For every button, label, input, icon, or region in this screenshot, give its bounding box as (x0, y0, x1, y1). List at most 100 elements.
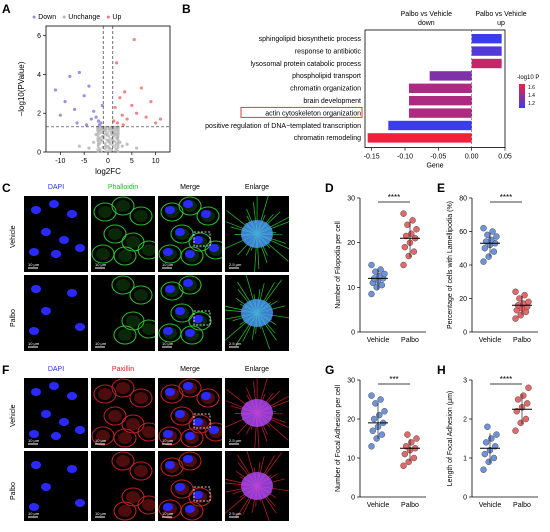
micro-cell-fill (126, 418, 140, 430)
go-legend-tick: 1.6 (528, 85, 535, 91)
micro-cell-fill (116, 200, 130, 212)
micro-nucleus (41, 228, 51, 236)
dotplot-point (513, 289, 519, 295)
micro-column-title: Paxillin (91, 366, 155, 373)
micro-scalebar-label: 10 μm (28, 262, 40, 267)
dotplot-point (484, 424, 490, 430)
micro-nucleus (75, 426, 85, 434)
dotplot-ytick-label: 10 (347, 456, 355, 463)
go-bar (472, 46, 502, 55)
micro-scalebar-label: 2.5 μm (229, 511, 242, 516)
volcano-point (90, 117, 93, 120)
dotplot-point (401, 211, 407, 217)
dotplot-point (515, 397, 521, 403)
volcano-point (130, 104, 133, 107)
volcano-point (68, 75, 71, 78)
dotplot-point (482, 245, 488, 251)
volcano-point (154, 121, 157, 124)
go-title-left: Palbo vs Vehicle (401, 11, 452, 18)
micro-nucleus (67, 289, 77, 297)
volcano-ytick-label: 0 (37, 150, 41, 157)
volcano-point (121, 114, 124, 117)
go-title-left-sub: down (418, 20, 435, 27)
go-category-label: chromatin organization (290, 86, 361, 93)
micro-nucleus (241, 220, 273, 248)
volcano-point (149, 100, 152, 103)
dotplot-point (524, 400, 530, 406)
micro-image-canvas: 2.5 μm (225, 196, 289, 272)
dotplot-point (372, 400, 378, 406)
dotplot-ylabel: Percentage of cells with Lamellipodia (%… (447, 201, 454, 329)
dotplot-ytick-label: 2 (463, 417, 467, 424)
micro-column-title: Phalloidin (91, 184, 155, 191)
micro-image-tile: 2.5 μm (225, 451, 289, 521)
micro-cell-fill (134, 465, 148, 477)
micro-image-tile: 2.5 μm (225, 275, 289, 351)
dotplot-point (382, 408, 388, 414)
volcano-point (105, 130, 108, 133)
dotplot-category-label: Vehicle (367, 337, 390, 344)
micro-nucleus (163, 327, 173, 335)
micro-nucleus (193, 236, 203, 244)
dotplot-ylabel: Number of Focal Adhesion per cell (335, 385, 342, 492)
dotplot-point (522, 292, 528, 298)
go-bar (430, 71, 472, 80)
dotplot-category-label: Vehicle (367, 502, 390, 509)
micro-cell-fill (116, 382, 130, 394)
micro-column-title: Merge (158, 366, 222, 373)
micro-nucleus (51, 432, 61, 440)
go-title-right-sub: up (497, 20, 505, 27)
dotplot-point (369, 291, 375, 297)
dotplot-point (481, 225, 487, 231)
micro-nucleus (165, 388, 175, 396)
volcano-point (123, 90, 126, 93)
volcano-ytick-label: 2 (37, 111, 41, 118)
go-category-label: positive regulation of DNA−templated tra… (205, 123, 361, 130)
dotplot-point (402, 451, 408, 457)
micro-nucleus (183, 200, 193, 208)
volcano-point (111, 144, 114, 147)
go-bar (472, 59, 502, 68)
dotplot-point (483, 439, 489, 445)
micro-cell-fill (118, 432, 132, 444)
micro-nucleus (193, 491, 203, 499)
dotplot-point (410, 217, 416, 223)
micro-image-tile: 10 μm (91, 275, 155, 351)
volcano-point (94, 116, 97, 119)
micro-nucleus (185, 329, 195, 337)
volcano-point (107, 134, 110, 137)
volcano-point (101, 146, 104, 149)
dotplot-ytick-label: 0 (463, 495, 467, 502)
volcano-point (116, 121, 119, 124)
micro-cell-fill (108, 228, 122, 240)
volcano-point (122, 123, 125, 126)
dotplot-point (516, 296, 522, 302)
dotplot-ytick-label: 10 (347, 285, 355, 292)
micro-nucleus (175, 410, 185, 418)
go-legend-title: -log10 P (517, 75, 539, 81)
volcano-point (113, 128, 116, 131)
micro-nucleus (41, 410, 51, 418)
dotplot-point (369, 262, 375, 268)
micro-column-title: Enlarge (225, 184, 289, 191)
dotplot-point (406, 253, 412, 259)
volcano-point (59, 114, 62, 117)
micro-cell-fill (134, 210, 148, 222)
volcano-ytick-label: 6 (37, 33, 41, 40)
micro-image-canvas: 10 μm (24, 275, 88, 351)
micro-nucleus (175, 228, 185, 236)
dotplot-point (411, 455, 417, 461)
dotplot-sig-label: **** (500, 193, 512, 202)
volcano-point (99, 147, 102, 150)
volcano-point (159, 117, 162, 120)
volcano-point (125, 143, 128, 146)
dotplot-ytick-label: 0 (351, 330, 355, 337)
volcano-point (73, 108, 76, 111)
micro-nucleus (29, 327, 39, 335)
go-bar (409, 84, 472, 93)
volcano-ylabel: −log10(PValue) (17, 61, 26, 116)
micro-nucleus (193, 418, 203, 426)
micro-cell-fill (142, 499, 155, 511)
